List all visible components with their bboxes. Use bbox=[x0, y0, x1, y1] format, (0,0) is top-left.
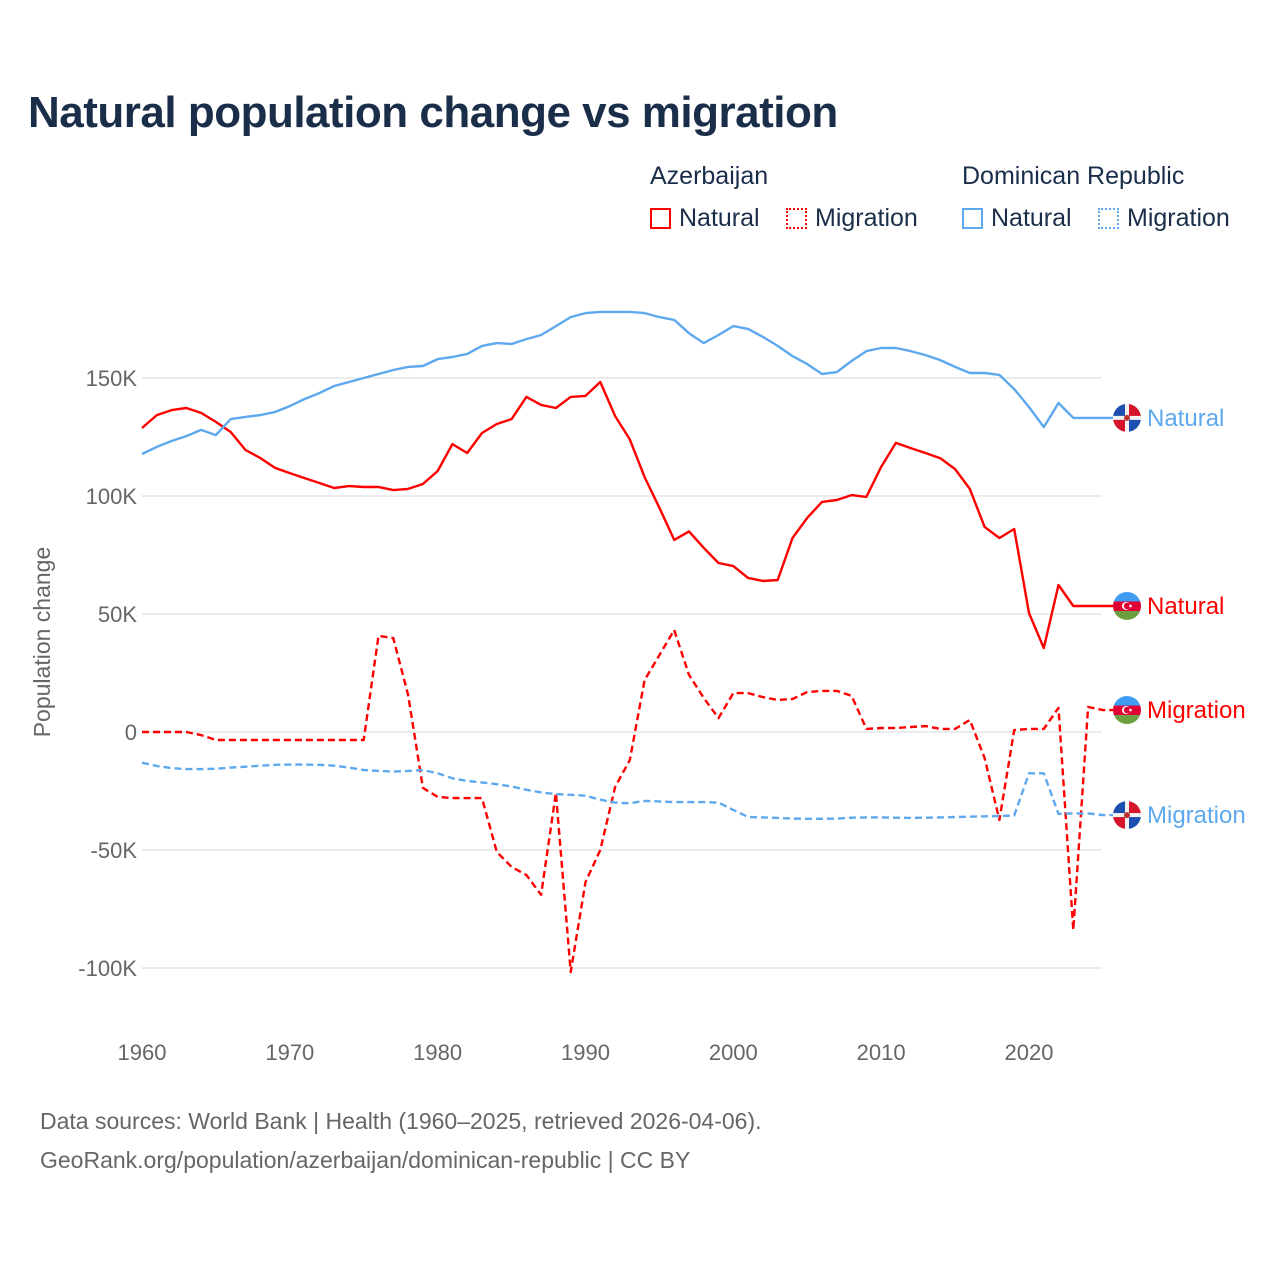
y-tick-label: 0 bbox=[125, 720, 137, 745]
y-tick-label: 50K bbox=[98, 602, 137, 627]
legend-swatch-solid bbox=[962, 208, 983, 229]
series-end-label: Migration bbox=[1147, 697, 1246, 724]
y-tick-label: 150K bbox=[86, 366, 138, 391]
legend-label: Migration bbox=[1127, 204, 1230, 232]
footer-sources: Data sources: World Bank | Health (1960–… bbox=[40, 1108, 762, 1134]
x-tick-label: 2020 bbox=[1005, 1040, 1054, 1065]
y-tick-label: -100K bbox=[78, 956, 137, 981]
x-tick-label: 2000 bbox=[709, 1040, 758, 1065]
footer-attribution: GeoRank.org/population/azerbaijan/domini… bbox=[40, 1147, 691, 1173]
x-tick-label: 1970 bbox=[265, 1040, 314, 1065]
legend-item-dominican-republic-natural[interactable]: Natural bbox=[962, 204, 1072, 233]
x-tick-label: 2010 bbox=[857, 1040, 906, 1065]
legend-swatch-dotted bbox=[1098, 208, 1119, 229]
legend-item-azerbaijan-natural[interactable]: Natural bbox=[650, 204, 760, 233]
series-end-label: Natural bbox=[1147, 593, 1224, 620]
legend-item-dominican-republic-migration[interactable]: Migration bbox=[1098, 204, 1230, 233]
series-line-azerbaijan-natural bbox=[141, 380, 1113, 650]
series-end-label: Natural bbox=[1147, 405, 1224, 432]
dominican-republic-flag-icon bbox=[1113, 801, 1141, 830]
chart-title: Natural population change vs migration bbox=[28, 88, 838, 137]
legend-group-dominican-republic: Dominican Republic bbox=[962, 162, 1185, 190]
series-line-dominican-republic-natural bbox=[141, 310, 1113, 456]
legend-label: Natural bbox=[991, 204, 1072, 232]
legend-label: Migration bbox=[815, 204, 918, 232]
y-tick-label: 100K bbox=[86, 484, 138, 509]
azerbaijan-flag-icon bbox=[1113, 696, 1141, 725]
y-axis-label: Population change bbox=[29, 547, 55, 738]
dominican-republic-flag-icon bbox=[1113, 403, 1141, 432]
series-end-label: Migration bbox=[1147, 802, 1246, 829]
x-tick-label: 1980 bbox=[413, 1040, 462, 1065]
series-line-azerbaijan-migration bbox=[142, 628, 1113, 974]
legend-swatch-solid bbox=[650, 208, 671, 229]
azerbaijan-flag-icon bbox=[1113, 591, 1141, 620]
legend-group-azerbaijan: Azerbaijan bbox=[650, 162, 769, 190]
legend-item-azerbaijan-migration[interactable]: Migration bbox=[786, 204, 918, 233]
legend-swatch-dotted bbox=[786, 208, 807, 229]
y-tick-label: -50K bbox=[91, 838, 138, 863]
series-line-dominican-republic-migration bbox=[141, 761, 1113, 820]
x-tick-label: 1990 bbox=[561, 1040, 610, 1065]
legend-label: Natural bbox=[679, 204, 760, 232]
x-tick-label: 1960 bbox=[118, 1040, 167, 1065]
